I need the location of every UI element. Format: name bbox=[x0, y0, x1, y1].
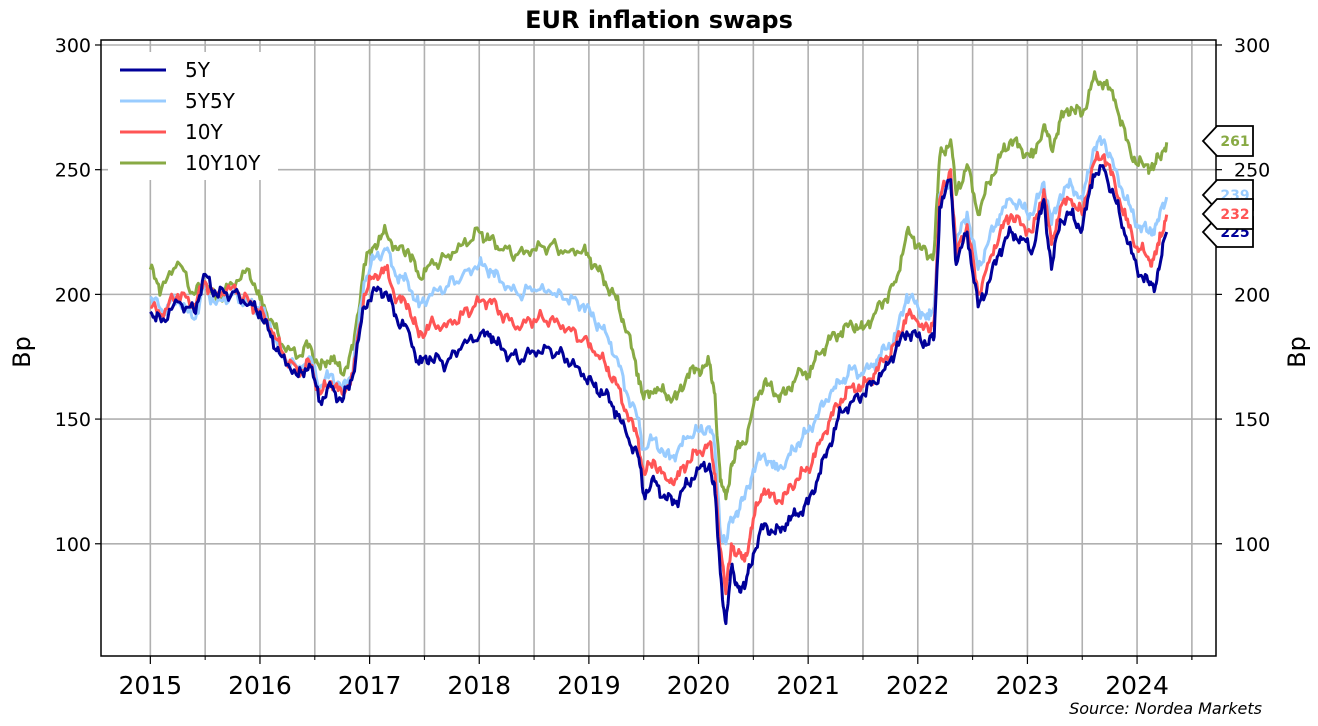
tag-shape bbox=[1201, 198, 1254, 230]
y-tick-label-left: 250 bbox=[55, 160, 91, 182]
y-tick-label-right: 300 bbox=[1234, 35, 1270, 57]
series-line-10y10y bbox=[148, 70, 1169, 501]
y-tick-label-left: 200 bbox=[55, 284, 91, 306]
x-tick-label: 2024 bbox=[1105, 671, 1169, 700]
y-tick-label-left: 150 bbox=[55, 409, 91, 431]
y-tick-label-right: 250 bbox=[1234, 160, 1270, 182]
y-axis-left: 100 150 200 250 300 bbox=[55, 35, 101, 556]
y-tick-label-right: 150 bbox=[1234, 409, 1270, 431]
chart-title: EUR inflation swaps bbox=[525, 6, 793, 34]
x-tick-label: 2019 bbox=[557, 671, 621, 700]
x-tick-label: 2017 bbox=[338, 671, 402, 700]
x-tick-label: 2016 bbox=[228, 671, 292, 700]
legend-label: 5Y bbox=[185, 58, 211, 82]
legend-box bbox=[108, 52, 278, 180]
grid-lines bbox=[101, 40, 1216, 656]
tag-value: 261 bbox=[1220, 134, 1249, 150]
tag-value: 232 bbox=[1220, 207, 1249, 223]
x-axis: 2015 2016 2017 2018 2019 2020 2021 2022 2023 2024 bbox=[119, 656, 1193, 700]
plot-frame bbox=[100, 39, 1217, 657]
x-tick-label: 2023 bbox=[996, 671, 1060, 700]
y-tick-label-left: 100 bbox=[55, 534, 91, 556]
x-tick-label: 2018 bbox=[447, 671, 511, 700]
y-axis-left-label: Bp bbox=[8, 336, 36, 368]
last-value-tag-10y: 232 bbox=[1201, 198, 1254, 230]
x-tick-label: 2015 bbox=[119, 671, 183, 700]
tag-shape bbox=[1201, 125, 1254, 157]
x-tick-label: 2021 bbox=[776, 671, 840, 700]
y-tick-label-right: 200 bbox=[1234, 284, 1270, 306]
x-tick-label: 2022 bbox=[886, 671, 950, 700]
series-lines bbox=[148, 70, 1169, 626]
x-tick-label: 2020 bbox=[667, 671, 731, 700]
y-axis-right-label: Bp bbox=[1283, 336, 1311, 368]
legend-label: 10Y bbox=[185, 120, 223, 144]
source-note: Source: Nordea Markets bbox=[1069, 699, 1262, 718]
legend-label: 5Y5Y bbox=[185, 89, 236, 113]
y-tick-label-right: 100 bbox=[1234, 534, 1270, 556]
last-value-tag-10y10y: 261 bbox=[1201, 125, 1254, 157]
legend-label: 10Y10Y bbox=[185, 151, 261, 175]
y-tick-label-left: 300 bbox=[55, 35, 91, 57]
series-line-5y bbox=[149, 164, 1169, 626]
y-axis-right: 100 150 200 250 300 bbox=[1216, 35, 1270, 556]
